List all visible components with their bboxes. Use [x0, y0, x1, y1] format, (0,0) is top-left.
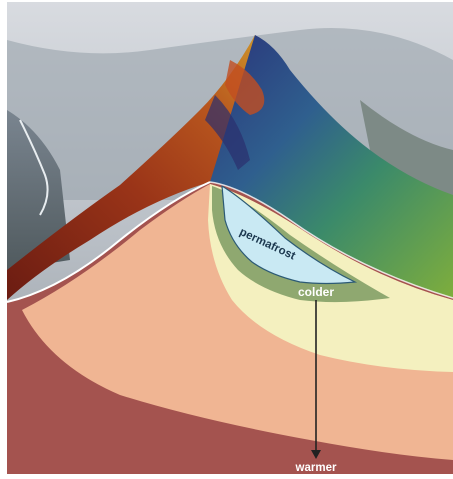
ridge-warm-face — [7, 35, 270, 300]
river — [19, 119, 49, 216]
temperature-arrow-head — [311, 450, 321, 459]
warm-layer — [22, 184, 453, 460]
warmer-label: warmer — [295, 462, 337, 474]
permafrost-layer — [221, 184, 358, 285]
ridge-peak-highlight — [225, 60, 265, 115]
surface-line-left — [6, 181, 211, 303]
left-valley — [7, 110, 70, 270]
colder-label: colder — [298, 285, 334, 299]
surface-line-right — [209, 181, 453, 299]
ridge-shadow — [205, 95, 250, 170]
